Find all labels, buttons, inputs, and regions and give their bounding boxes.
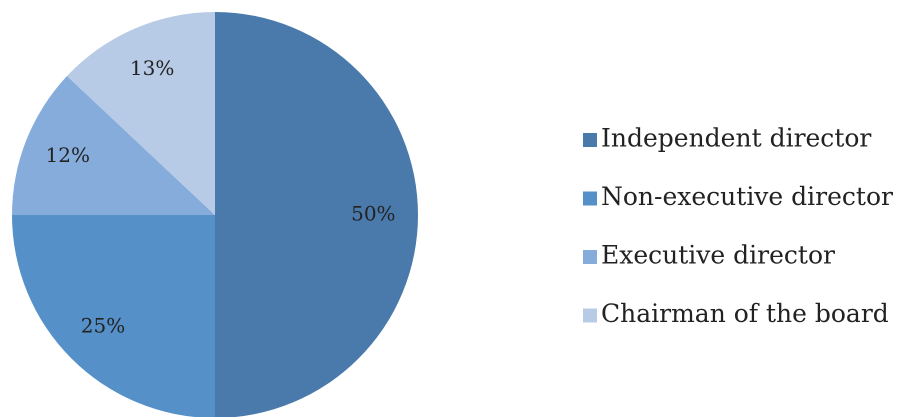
- pie-slice: [67, 11, 215, 215]
- data-label: 13%: [130, 56, 174, 80]
- legend-label: Non-executive director: [601, 182, 893, 211]
- data-label: 25%: [81, 313, 125, 337]
- legend-label: Executive director: [601, 241, 835, 270]
- legend-swatch: [583, 191, 597, 206]
- pie-slice: [12, 215, 215, 417]
- legend-label: Independent director: [601, 124, 871, 153]
- data-label: 12%: [46, 143, 90, 167]
- pie-slice: [12, 76, 215, 216]
- data-label: 50%: [351, 202, 395, 226]
- pie-slice: [215, 12, 418, 417]
- legend-swatch: [583, 308, 597, 323]
- legend-label: Chairman of the board: [601, 299, 889, 328]
- legend-swatch: [583, 133, 597, 147]
- legend-swatch: [583, 250, 597, 264]
